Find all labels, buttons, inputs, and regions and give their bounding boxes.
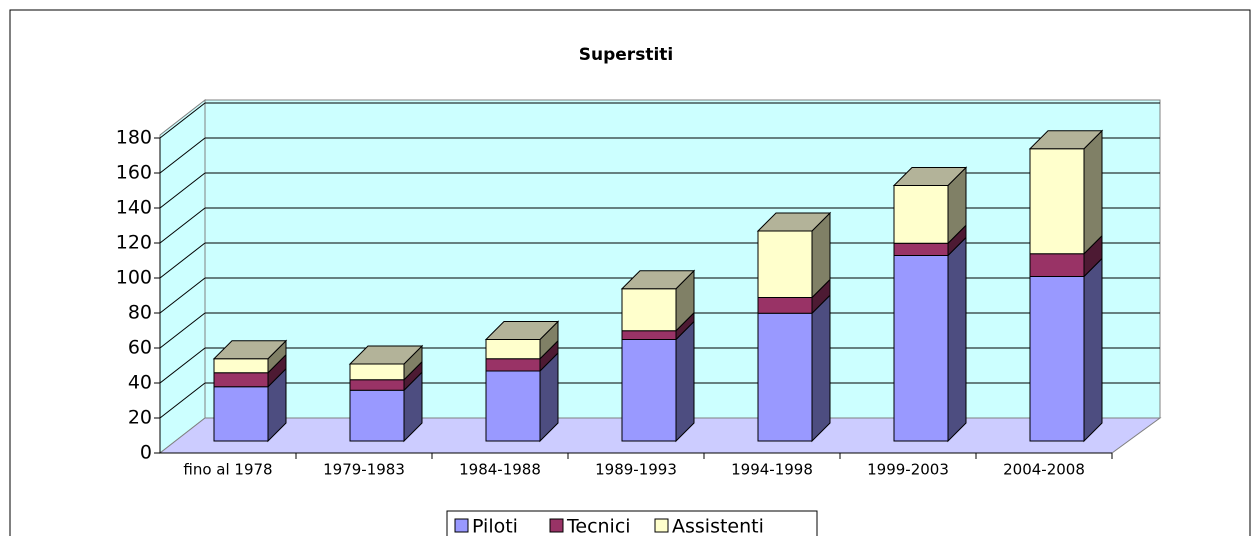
grid-line — [159, 242, 206, 279]
y-tick-label: 20 — [128, 407, 152, 429]
y-tick-label: 60 — [128, 337, 152, 359]
bars — [212, 129, 1104, 443]
grid-line — [159, 102, 206, 139]
y-tick-label: 140 — [116, 197, 152, 219]
grid-line — [159, 382, 206, 419]
bar-side — [675, 320, 695, 443]
y-tick-label: 120 — [116, 232, 152, 254]
bar-front — [1029, 148, 1085, 255]
bar-top — [484, 321, 560, 340]
y-tick-label: 80 — [128, 302, 152, 324]
bar-side — [1083, 129, 1103, 255]
bar-front — [757, 230, 813, 298]
grid-line — [159, 137, 206, 174]
bar-front — [757, 312, 813, 442]
grid: 0 20 40 60 80 100 120 140 160 180 fino al 1978 1979… — [116, 102, 1160, 479]
bar-front — [485, 358, 541, 372]
bar-side — [947, 236, 967, 443]
x-tick-label: 1979-1983 — [323, 461, 405, 479]
bar-front — [893, 255, 949, 442]
grid-line — [159, 347, 206, 384]
x-tick-label: 1999-2003 — [867, 461, 949, 479]
x-tick-label: fino al 1978 — [183, 461, 272, 479]
bar-top — [756, 212, 832, 232]
bar-front — [349, 379, 405, 391]
grid-line — [159, 312, 206, 349]
y-tick-label: 160 — [116, 162, 152, 184]
legend-label: Piloti — [472, 516, 518, 536]
bar-top — [1028, 130, 1104, 150]
bar-front — [893, 242, 949, 256]
bar-front — [621, 339, 677, 442]
legend-box — [446, 510, 818, 536]
legend-swatch — [454, 518, 469, 533]
legend-swatch — [654, 518, 669, 533]
bar-top — [348, 345, 424, 365]
bar-top — [620, 270, 696, 290]
bar-front — [349, 363, 405, 381]
x-tick-label: 1989-1993 — [595, 461, 677, 479]
bar-front — [1029, 253, 1085, 277]
grid-line — [159, 207, 206, 244]
y-tick-label: 0 — [140, 442, 152, 464]
legend-label: Assistenti — [672, 516, 764, 536]
bar-front — [893, 185, 949, 244]
bar-front — [213, 372, 269, 388]
bar-top — [892, 167, 968, 186]
bar-front — [485, 339, 541, 360]
bar-front — [621, 330, 677, 340]
bar-side — [811, 294, 831, 443]
y-tick-label: 180 — [116, 127, 152, 149]
legend-swatch — [549, 518, 564, 533]
bar-front — [213, 386, 269, 442]
bar-front — [621, 288, 677, 332]
x-tick-label: 2004-2008 — [1003, 461, 1085, 479]
x-tick-label: 1994-1998 — [731, 461, 813, 479]
grid-line — [159, 277, 206, 314]
chart-title: Superstiti — [579, 45, 673, 65]
legend-label: Tecnici — [566, 516, 631, 536]
y-tick-label: 40 — [128, 372, 152, 394]
bar-front — [349, 389, 405, 442]
bar-top — [212, 340, 288, 360]
bar-side — [1083, 257, 1103, 443]
legend: Piloti Tecnici Assistenti — [446, 510, 818, 536]
grid-line — [159, 172, 206, 209]
x-tick-label: 1984-1988 — [459, 461, 541, 479]
bar-front — [1029, 276, 1085, 442]
bar-front — [485, 370, 541, 442]
y-tick-label: 100 — [116, 267, 152, 289]
bar-front — [757, 297, 813, 314]
bar-front — [213, 358, 269, 374]
